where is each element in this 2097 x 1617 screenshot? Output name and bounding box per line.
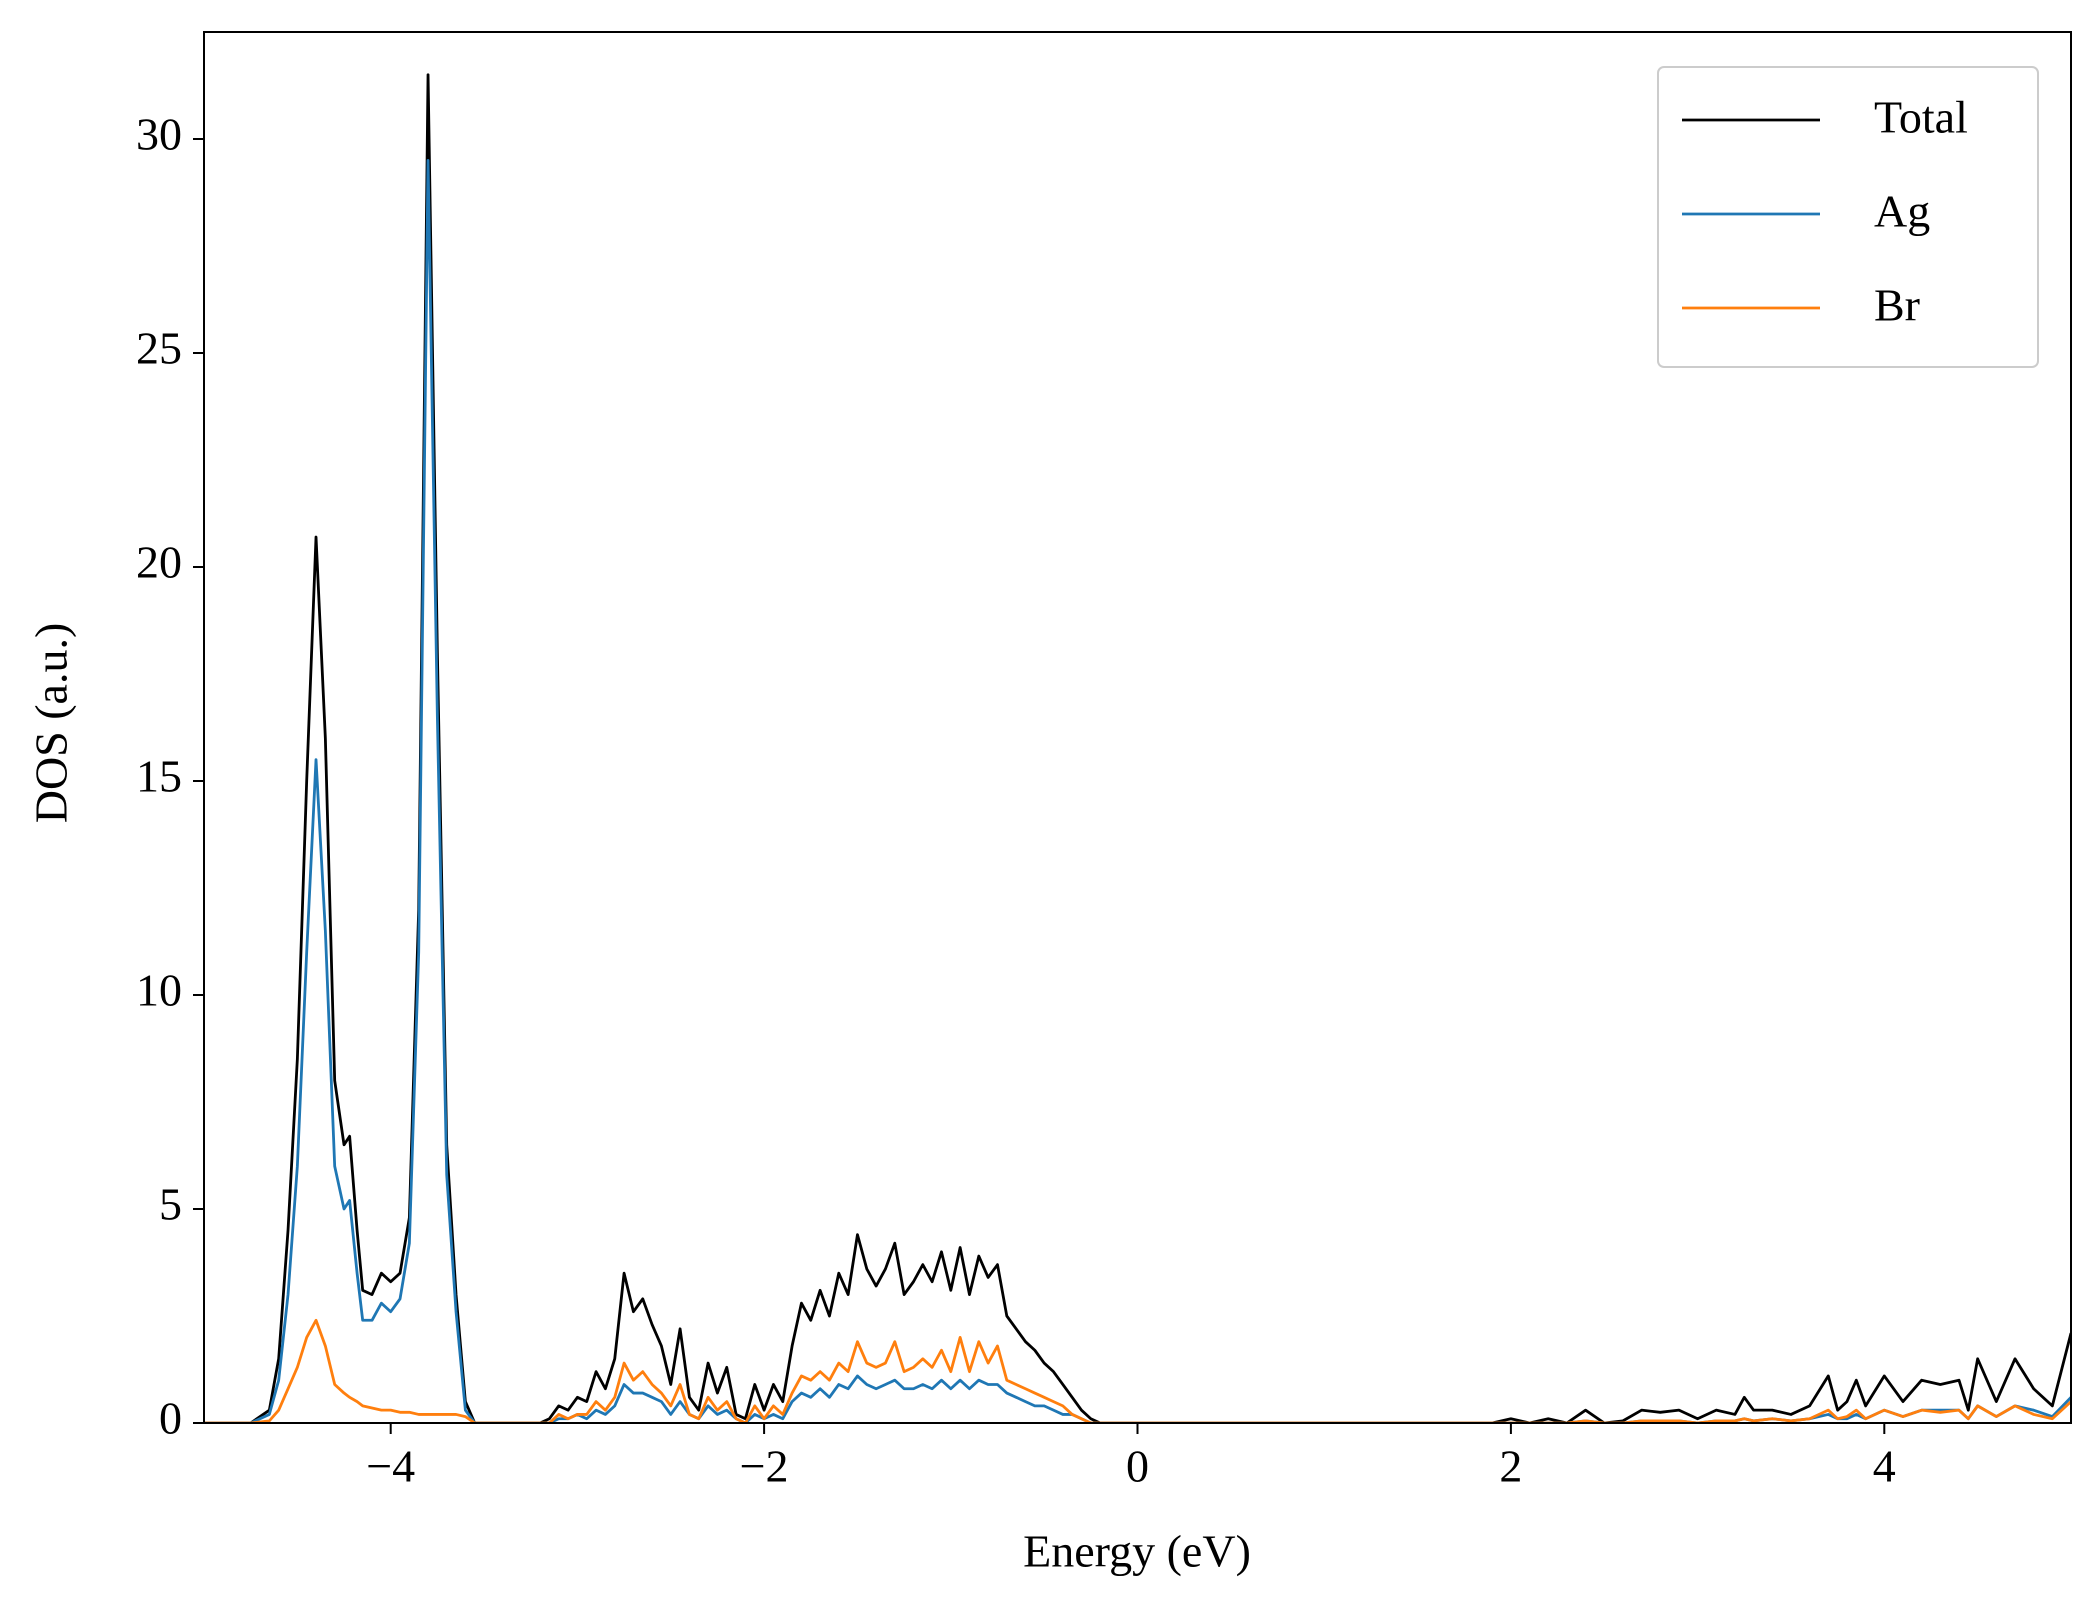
x-tick-label: −2 — [740, 1441, 789, 1492]
series-line — [204, 1318, 2071, 1423]
y-tick-label: 30 — [136, 109, 182, 160]
x-tick-label: 0 — [1126, 1441, 1149, 1492]
x-tick-label: 2 — [1499, 1441, 1522, 1492]
y-tick-label: 20 — [136, 537, 182, 588]
y-axis-label: DOS (a.u.) — [26, 623, 77, 824]
x-tick-label: −4 — [366, 1441, 415, 1492]
x-tick-label: 4 — [1873, 1441, 1896, 1492]
legend-label: Ag — [1874, 186, 1930, 237]
legend-label: Total — [1874, 92, 1968, 143]
y-tick-label: 15 — [136, 751, 182, 802]
x-axis-label: Energy (eV) — [1023, 1526, 1251, 1577]
y-tick-label: 25 — [136, 323, 182, 374]
y-tick-label: 0 — [159, 1393, 182, 1444]
legend-box — [1657, 66, 2039, 368]
y-tick-label: 10 — [136, 965, 182, 1016]
y-tick-label: 5 — [159, 1179, 182, 1230]
legend-label: Br — [1874, 280, 1920, 331]
